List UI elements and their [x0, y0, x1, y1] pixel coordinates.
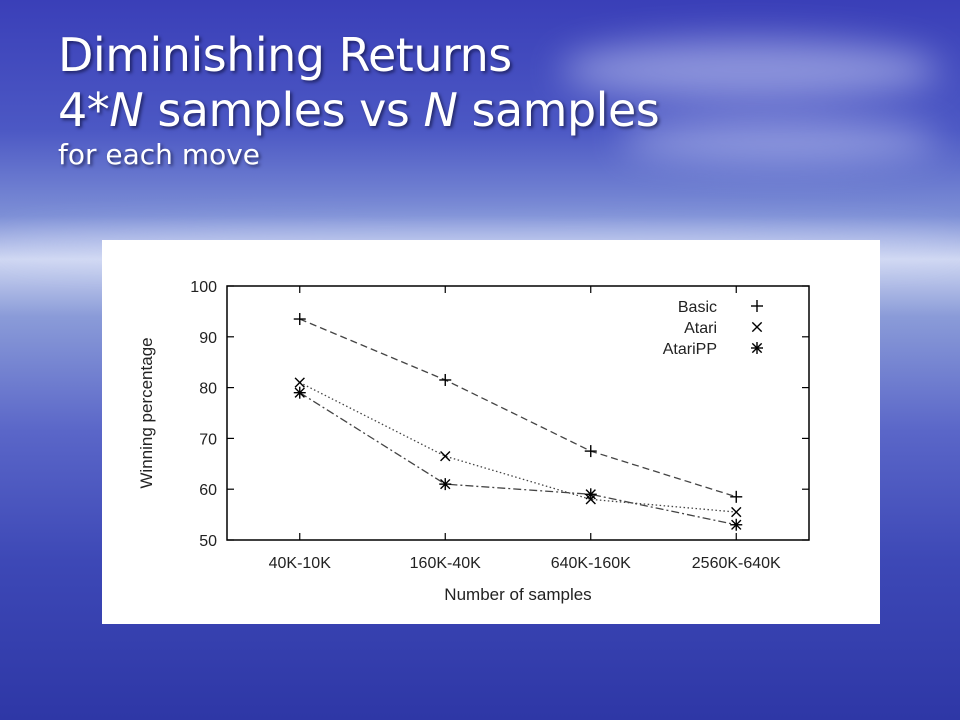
x-tick-label: 2560K-640K	[692, 555, 781, 572]
series-line-ataripp	[299, 392, 737, 526]
legend-label: AtariPP	[663, 341, 717, 358]
slide-title-block: Diminishing Returns 4*N samples vs N sam…	[58, 28, 660, 172]
y-axis-label: Winning percentage	[137, 337, 156, 488]
data-point-ataripp	[731, 519, 742, 530]
x-tick-label: 40K-10K	[269, 555, 332, 572]
title-part-2: N	[109, 83, 144, 137]
x-tick-label: 160K-40K	[410, 555, 481, 572]
data-point-ataripp	[585, 489, 596, 500]
y-tick-label: 50	[199, 533, 217, 550]
chart-panel: 50 60 70 80 90 100 40K-10K 160K-40K 640K-160K 256…	[102, 240, 880, 624]
slide-title-line2: 4*N samples vs N samples	[58, 82, 660, 138]
title-part-3: samples vs	[143, 83, 424, 137]
y-tick-label: 70	[199, 431, 217, 448]
legend-marker-ataripp	[751, 342, 763, 354]
title-part-5: samples	[457, 83, 660, 137]
data-point-ataripp	[440, 478, 451, 490]
data-point-atari	[440, 451, 451, 462]
slide-title: Diminishing Returns	[58, 28, 512, 82]
y-tick-label: 60	[199, 482, 217, 499]
y-tick-label: 100	[190, 279, 217, 296]
legend-label: Atari	[684, 320, 717, 337]
x-tick-label: 640K-160K	[551, 555, 631, 572]
y-tick-label: 90	[199, 330, 217, 347]
legend-marker-atari	[751, 321, 763, 333]
plot-frame	[226, 285, 810, 541]
series-line-atari	[299, 381, 737, 513]
y-tick-label: 80	[199, 381, 217, 398]
line-chart: 50 60 70 80 90 100 40K-10K 160K-40K 640K-160K 256…	[137, 279, 810, 604]
title-part-4: N	[423, 83, 458, 137]
data-point-atari	[294, 377, 305, 388]
data-point-atari	[731, 506, 742, 518]
x-axis-label: Number of samples	[444, 585, 591, 604]
data-point-ataripp	[294, 387, 305, 398]
legend-label: Basic	[678, 299, 717, 316]
series-line-basic	[299, 318, 737, 498]
slide-subtitle: for each move	[58, 138, 261, 171]
title-part-1: 4*	[58, 83, 110, 137]
